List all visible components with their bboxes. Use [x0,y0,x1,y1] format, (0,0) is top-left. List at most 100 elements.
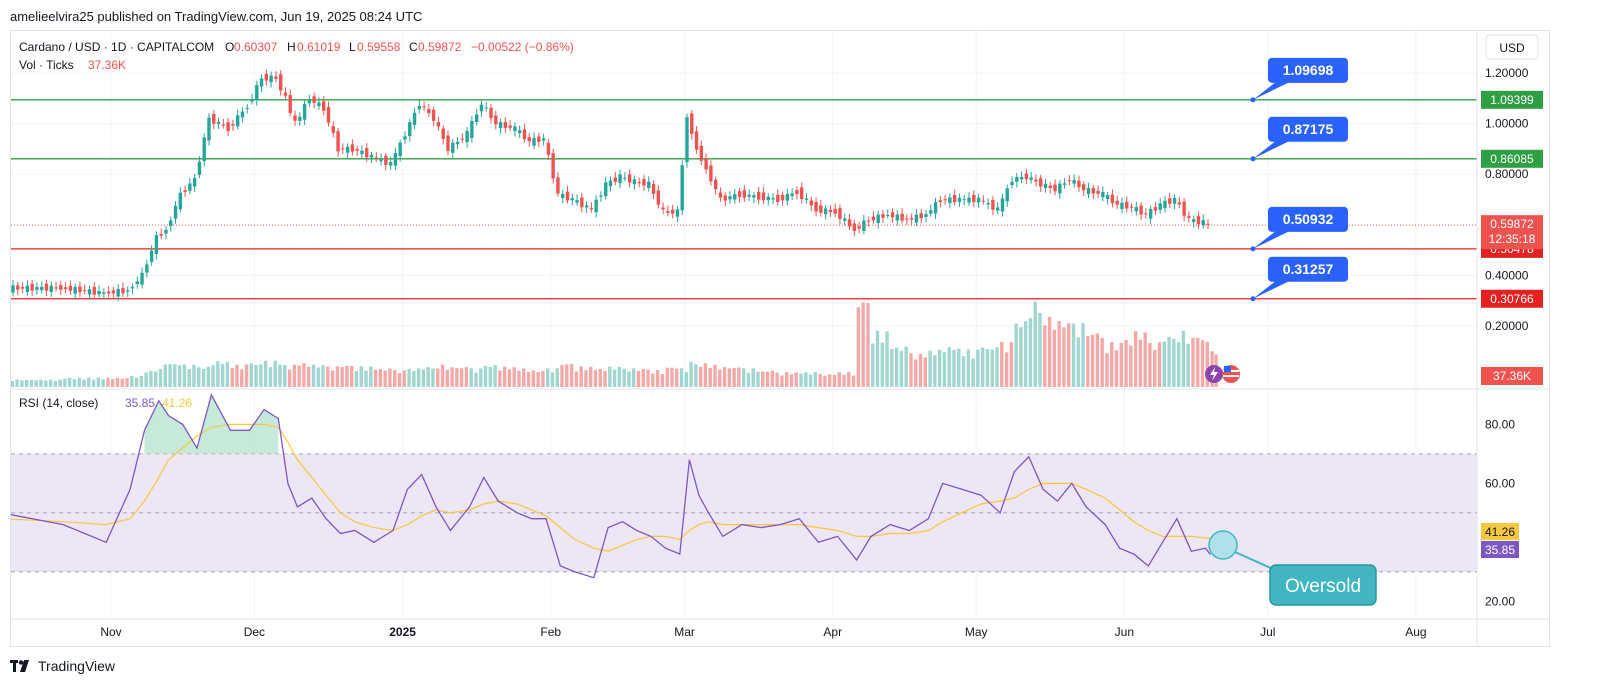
candle-body[interactable] [914,214,919,223]
candle-body[interactable] [618,174,622,184]
candle-body[interactable] [1067,180,1072,182]
candle-body[interactable] [240,111,245,118]
candle-body[interactable] [1105,195,1110,199]
rsi-axis[interactable]: 80.00 60.00 20.00 [1485,417,1515,608]
candle-body[interactable] [513,126,517,132]
candle-body[interactable] [713,179,718,190]
candle-body[interactable] [140,272,144,285]
candle-body[interactable] [412,112,417,125]
candle-body[interactable] [866,220,871,222]
candle-body[interactable] [580,197,584,208]
candle-body[interactable] [747,194,751,197]
candle-body[interactable] [938,200,943,203]
candle-body[interactable] [948,197,952,204]
candle-body[interactable] [30,283,34,291]
candle-body[interactable] [565,191,570,201]
candle-body[interactable] [584,205,589,208]
candle-body[interactable] [809,200,813,206]
candle-body[interactable] [92,286,96,295]
candle-body[interactable] [470,121,474,138]
candle-body[interactable] [522,129,527,140]
candle-body[interactable] [154,235,159,254]
candle-body[interactable] [857,226,861,229]
candle-body[interactable] [804,198,809,200]
candle-body[interactable] [393,152,398,166]
candle-body[interactable] [608,180,613,187]
candle-body[interactable] [1182,201,1186,216]
candle-body[interactable] [1010,181,1014,186]
candle-body[interactable] [862,220,866,231]
candle-body[interactable] [145,264,149,273]
price-axis[interactable]: 1.20000 1.00000 0.80000 0.40000 0.20000 [1485,66,1529,333]
candle-body[interactable] [905,218,909,220]
candle-body[interactable] [164,229,168,234]
candle-body[interactable] [484,107,488,109]
candle-body[interactable] [498,122,503,129]
time-axis[interactable]: Nov Dec 2025 Feb Mar Apr May Jun Jul Aug [100,625,1426,639]
candle-body[interactable] [1091,188,1095,194]
candle-body[interactable] [546,142,551,155]
candle-body[interactable] [121,287,125,294]
candle-body[interactable] [642,178,646,186]
candle-body[interactable] [766,196,770,201]
candle-body[interactable] [761,192,766,201]
candle-body[interactable] [1168,198,1172,204]
candle-body[interactable] [216,121,221,124]
candle-body[interactable] [685,117,689,163]
level-callout[interactable] [1268,206,1348,232]
candle-body[interactable] [1072,180,1076,184]
level-callout[interactable] [1268,57,1348,83]
candle-body[interactable] [446,135,450,151]
candle-body[interactable] [699,145,704,161]
candle-body[interactable] [838,208,842,219]
price-callouts[interactable]: 1.09698 0.87175 0.50932 0.31257 [1250,57,1349,302]
level-callout[interactable] [1268,256,1348,282]
candle-body[interactable] [197,161,202,175]
candle-body[interactable] [355,149,359,151]
candle-body[interactable] [135,281,139,285]
candle-body[interactable] [307,100,312,104]
candle-body[interactable] [594,199,598,213]
candle-body[interactable] [517,130,522,134]
candle-body[interactable] [1053,184,1057,192]
candle-body[interactable] [388,162,393,166]
candle-body[interactable] [1196,216,1201,225]
candle-body[interactable] [1024,173,1029,180]
candle-body[interactable] [991,200,995,210]
candle-body[interactable] [637,182,641,184]
candle-body[interactable] [417,105,422,110]
candle-body[interactable] [756,191,761,200]
candle-body[interactable] [288,95,292,113]
candle-body[interactable] [97,291,101,295]
candle-body[interactable] [1148,208,1153,219]
candle-body[interactable] [39,286,44,291]
candle-body[interactable] [403,136,407,140]
candle-body[interactable] [322,101,326,111]
candle-body[interactable] [169,220,173,227]
candle-body[interactable] [1029,177,1033,180]
candle-body[interactable] [345,146,350,153]
chart-canvas[interactable]: 1.09698 0.87175 0.50932 0.31257 Cardano / U… [0,31,1549,646]
candle-body[interactable] [1043,183,1048,189]
candle-body[interactable] [1086,187,1091,194]
candle-body[interactable] [1144,213,1148,215]
candle-body[interactable] [379,158,383,162]
candle-body[interactable] [35,287,39,290]
candle-body[interactable] [1115,200,1119,205]
event-icons[interactable] [1205,365,1240,383]
candle-body[interactable] [780,194,785,201]
candle-body[interactable] [943,199,947,201]
candle-body[interactable] [427,109,431,114]
candle-body[interactable] [408,122,412,137]
candle-body[interactable] [924,214,928,217]
candle-body[interactable] [188,183,192,191]
candle-body[interactable] [173,205,178,219]
candle-body[interactable] [269,75,273,83]
candle-body[interactable] [575,200,579,203]
candle-body[interactable] [661,207,665,210]
candle-body[interactable] [771,198,775,200]
candle-body[interactable] [723,195,727,201]
candle-body[interactable] [102,292,106,294]
candle-body[interactable] [814,201,818,212]
candle-body[interactable] [1058,183,1062,194]
